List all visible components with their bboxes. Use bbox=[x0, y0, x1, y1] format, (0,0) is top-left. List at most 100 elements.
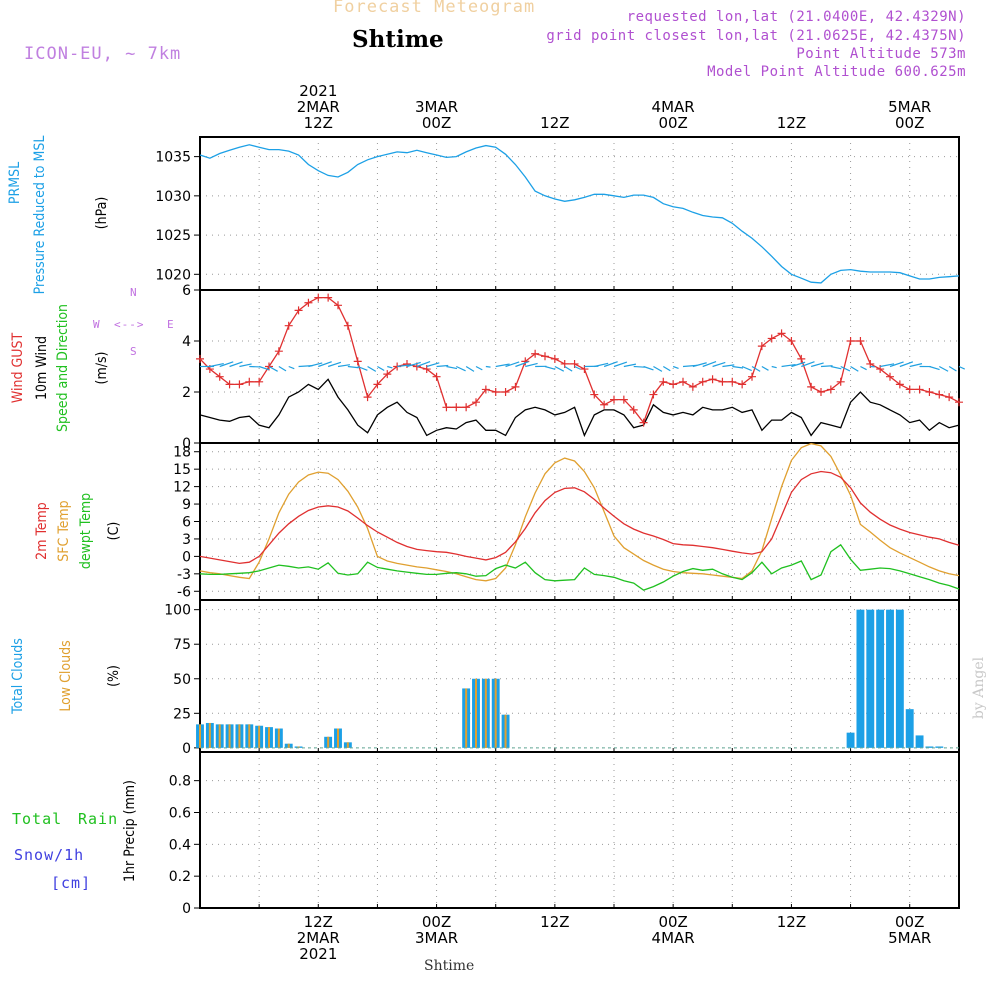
cloud-low-bar bbox=[504, 714, 507, 748]
wind-direction-arrow bbox=[278, 365, 287, 372]
wind-gust-point bbox=[797, 354, 806, 363]
wind-gust-point bbox=[235, 380, 244, 389]
top-time-label: 00Z bbox=[658, 114, 687, 132]
wind-direction-arrow bbox=[939, 365, 949, 372]
cloud-low-bar bbox=[228, 724, 231, 748]
bottom-time-label: 2021 bbox=[299, 945, 337, 963]
wind-direction-arrow bbox=[318, 361, 332, 368]
wind-gust-point bbox=[915, 385, 924, 394]
bottom-time-label: 2MAR bbox=[297, 929, 340, 947]
wind-direction-arrow bbox=[712, 361, 726, 368]
wind-direction-arrow bbox=[623, 363, 637, 368]
cloud-low-bar bbox=[346, 742, 349, 748]
wind-gust-point bbox=[659, 377, 668, 386]
wind-gust-point bbox=[669, 380, 678, 389]
point-altitude: Point Altitude 573m bbox=[796, 46, 966, 62]
wind-direction-arrow bbox=[397, 364, 412, 368]
precip-rain-label: Rain bbox=[78, 810, 119, 828]
wind-gust-point bbox=[442, 403, 451, 412]
wind-direction-arrow bbox=[515, 361, 529, 368]
wind-direction-arrow bbox=[456, 365, 466, 372]
wind-gust-point bbox=[826, 385, 835, 394]
wind-direction-arrow bbox=[633, 365, 645, 368]
wind-gust-point bbox=[452, 403, 461, 412]
wind-direction-arrow bbox=[436, 364, 449, 368]
wind-direction-arrow bbox=[909, 363, 923, 368]
wind-gust-point bbox=[225, 380, 234, 389]
wind-gust-point bbox=[767, 334, 776, 343]
wind-direction-arrow bbox=[505, 361, 520, 368]
panel-frame bbox=[199, 136, 960, 291]
y-tick-label: 1030 bbox=[155, 189, 191, 205]
y-tick-label: 9 bbox=[182, 497, 191, 513]
wind-gust-point bbox=[619, 395, 628, 404]
bottom-time-label: 12Z bbox=[304, 913, 333, 931]
top-time-label: 12Z bbox=[540, 114, 569, 132]
wind-gust-point bbox=[817, 388, 825, 396]
wind-direction-arrow bbox=[791, 361, 806, 368]
wind-gust-point bbox=[541, 352, 549, 361]
wind-gust-point bbox=[196, 354, 204, 363]
wind-direction-arrow bbox=[781, 363, 796, 368]
cloud-low-bar bbox=[327, 736, 330, 748]
wind-direction-arrow bbox=[564, 365, 573, 372]
bottom-time-label: 00Z bbox=[895, 913, 924, 931]
cloud-low-bar bbox=[465, 688, 468, 748]
top-time-label: 5MAR bbox=[888, 98, 931, 116]
compass-arrows: <--> bbox=[114, 318, 145, 331]
y-tick-label: 0.6 bbox=[169, 805, 191, 821]
y-tick-label: 0.4 bbox=[169, 837, 191, 853]
wind-direction-arrow bbox=[239, 363, 252, 368]
wind-gust-point bbox=[215, 372, 224, 381]
wind-gust-point bbox=[787, 337, 796, 345]
precip-cm-label: [cm] bbox=[51, 874, 92, 892]
precip-total-label: Total bbox=[12, 810, 63, 828]
y-tick-label: 12 bbox=[173, 480, 191, 496]
wind-direction-arrow bbox=[426, 362, 440, 368]
y-tick-label: -3 bbox=[177, 567, 191, 583]
panel-frame bbox=[199, 751, 960, 909]
top-time-label: 12Z bbox=[777, 114, 806, 132]
wind-direction-arrow bbox=[554, 365, 565, 372]
top-time-label: 00Z bbox=[895, 114, 924, 132]
wind-direction-arrow bbox=[751, 365, 761, 372]
y-tick-label: 15 bbox=[173, 462, 191, 478]
wind-direction-arrow bbox=[662, 365, 671, 372]
footer-location: Shtime bbox=[424, 958, 475, 974]
wind-direction-arrow bbox=[761, 365, 769, 371]
wind-direction-arrow bbox=[465, 365, 475, 372]
wind-gust-point bbox=[925, 388, 934, 396]
wind-gust-point bbox=[324, 293, 333, 302]
y-tick-label: 6 bbox=[182, 283, 191, 299]
cloud-total-bar bbox=[866, 609, 875, 748]
cloud-total-bar bbox=[905, 709, 914, 748]
y-tick-label: 18 bbox=[173, 445, 191, 461]
wind-gust-point bbox=[491, 388, 500, 396]
wind-direction-arrow bbox=[525, 362, 538, 368]
chart-title: Forecast Meteogram bbox=[333, 0, 536, 17]
cloud-total-bar bbox=[876, 609, 885, 748]
top-time-label: 3MAR bbox=[415, 98, 458, 116]
bottom-time-label: 00Z bbox=[422, 913, 451, 931]
wind-gust-point bbox=[905, 385, 914, 394]
cloud-low-bar bbox=[297, 746, 300, 748]
wind-direction-arrow bbox=[229, 361, 243, 368]
cloud-low-bar bbox=[218, 724, 221, 748]
wind-gust-point bbox=[748, 372, 756, 381]
wind-direction-arrow bbox=[268, 365, 278, 372]
bottom-time-label: 4MAR bbox=[652, 929, 695, 947]
wind-gust-point bbox=[698, 377, 707, 386]
wind-gust-point bbox=[343, 321, 352, 330]
bottom-time-label: 3MAR bbox=[415, 929, 458, 947]
wind-gust-point bbox=[935, 390, 944, 399]
gridpoint-coords: grid point closest lon,lat (21.0625E, 42… bbox=[546, 28, 966, 44]
wind-gust-point bbox=[550, 354, 559, 363]
y-tick-label: 2 bbox=[182, 385, 191, 401]
y-tick-label: 0 bbox=[182, 741, 191, 757]
wind-direction-arrow bbox=[741, 365, 752, 372]
compass-s-label: S bbox=[130, 345, 138, 358]
wind-gust-point bbox=[501, 388, 510, 396]
wind-gust-point bbox=[481, 385, 490, 394]
cloud-total-bar bbox=[846, 732, 855, 748]
y-tick-label: 0.2 bbox=[169, 869, 191, 885]
